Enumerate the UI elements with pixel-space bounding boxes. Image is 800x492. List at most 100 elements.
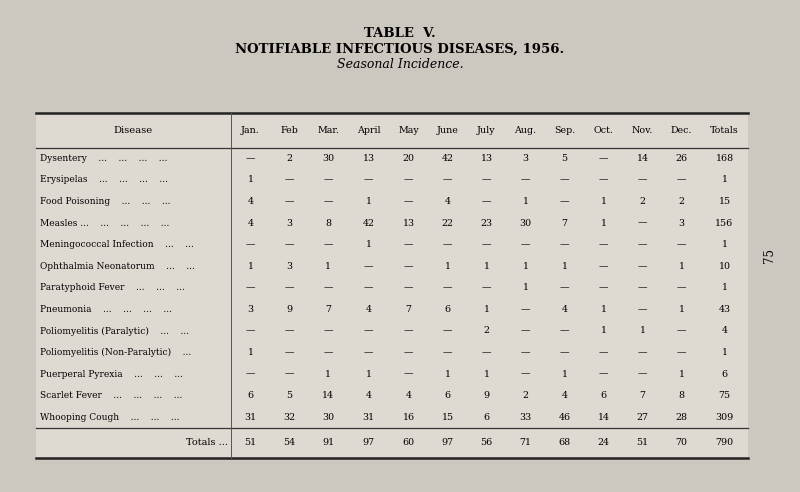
Text: —: — [482,348,491,357]
Text: —: — [598,240,608,249]
Text: 15: 15 [718,197,730,206]
Text: 1: 1 [366,240,371,249]
Text: —: — [598,348,608,357]
Text: —: — [598,176,608,184]
Text: 1: 1 [326,369,331,379]
Text: 1: 1 [601,218,606,228]
Text: Ophthalmia Neonatorum    ...    ...: Ophthalmia Neonatorum ... ... [40,262,195,271]
Text: 30: 30 [322,154,334,163]
Text: 5: 5 [562,154,567,163]
Text: 1: 1 [722,240,727,249]
Text: —: — [598,283,608,292]
Text: Mar.: Mar. [318,126,339,135]
Text: Meningococcal Infection    ...    ...: Meningococcal Infection ... ... [40,240,194,249]
Text: 75: 75 [763,248,776,263]
Text: 2: 2 [522,391,529,400]
Text: Poliomyelitis (Non-Paralytic)    ...: Poliomyelitis (Non-Paralytic) ... [40,348,191,357]
Text: 1: 1 [366,369,371,379]
Text: —: — [677,327,686,336]
Text: 6: 6 [445,305,450,314]
Text: 309: 309 [715,413,734,422]
Text: 1: 1 [247,348,254,357]
Text: 14: 14 [637,154,649,163]
Text: Totals: Totals [710,126,739,135]
Text: 42: 42 [442,154,454,163]
Text: Measles ...    ...    ...    ...    ...: Measles ... ... ... ... ... [40,218,170,228]
Text: —: — [598,369,608,379]
Text: —: — [285,327,294,336]
Text: 168: 168 [715,154,734,163]
Text: Dec.: Dec. [670,126,692,135]
Text: Food Poisoning    ...    ...    ...: Food Poisoning ... ... ... [40,197,170,206]
Text: 1: 1 [483,369,490,379]
Text: 2: 2 [286,154,292,163]
Text: —: — [364,348,374,357]
Text: 2: 2 [639,197,646,206]
Text: —: — [324,283,333,292]
Text: 3: 3 [286,262,293,271]
Text: 75: 75 [718,391,730,400]
Text: —: — [560,176,570,184]
Text: —: — [285,348,294,357]
Text: 20: 20 [402,154,414,163]
Text: 790: 790 [715,438,734,447]
Text: 1: 1 [522,283,529,292]
Text: 30: 30 [322,413,334,422]
Text: 56: 56 [480,438,493,447]
Text: 14: 14 [322,391,334,400]
Text: May: May [398,126,419,135]
Text: 4: 4 [562,305,567,314]
Text: Scarlet Fever    ...    ...    ...    ...: Scarlet Fever ... ... ... ... [40,391,182,400]
Text: Whooping Cough    ...    ...    ...: Whooping Cough ... ... ... [40,413,179,422]
Text: Puerperal Pyrexia    ...    ...    ...: Puerperal Pyrexia ... ... ... [40,369,183,379]
Text: —: — [638,348,647,357]
Text: —: — [521,369,530,379]
Text: —: — [364,176,374,184]
Text: —: — [482,283,491,292]
Text: 51: 51 [244,438,257,447]
Text: Aug.: Aug. [514,126,537,135]
Text: —: — [285,197,294,206]
Text: —: — [442,348,452,357]
Text: 30: 30 [519,218,531,228]
Text: —: — [246,369,255,379]
Text: 2: 2 [483,327,490,336]
Text: —: — [598,154,608,163]
Text: 33: 33 [519,413,532,422]
Text: 31: 31 [362,413,374,422]
Text: 1: 1 [445,262,450,271]
Text: 32: 32 [283,413,295,422]
Text: —: — [404,348,414,357]
Text: —: — [638,283,647,292]
Text: Oct.: Oct. [594,126,614,135]
Text: 6: 6 [722,369,727,379]
Text: Disease: Disease [114,126,153,135]
Text: —: — [482,176,491,184]
Text: —: — [364,283,374,292]
Text: 1: 1 [483,262,490,271]
Text: Erysipelas    ...    ...    ...    ...: Erysipelas ... ... ... ... [40,176,168,184]
Text: 7: 7 [406,305,411,314]
Text: 1: 1 [678,262,685,271]
Text: —: — [521,348,530,357]
Text: —: — [404,369,414,379]
Text: Dysentery    ...    ...    ...    ...: Dysentery ... ... ... ... [40,154,167,163]
Text: 3: 3 [286,218,293,228]
Text: —: — [677,240,686,249]
Text: 16: 16 [402,413,414,422]
Text: 51: 51 [636,438,649,447]
Text: —: — [285,369,294,379]
Text: 13: 13 [481,154,493,163]
Text: 22: 22 [442,218,454,228]
Text: —: — [638,176,647,184]
Text: —: — [324,327,333,336]
Text: 9: 9 [483,391,490,400]
Text: 4: 4 [445,197,450,206]
Text: 70: 70 [675,438,687,447]
Text: —: — [442,327,452,336]
Text: 68: 68 [558,438,570,447]
Text: 42: 42 [362,218,374,228]
Text: 8: 8 [326,218,331,228]
Text: 6: 6 [247,391,254,400]
Text: Seasonal Incidence.: Seasonal Incidence. [337,58,463,71]
